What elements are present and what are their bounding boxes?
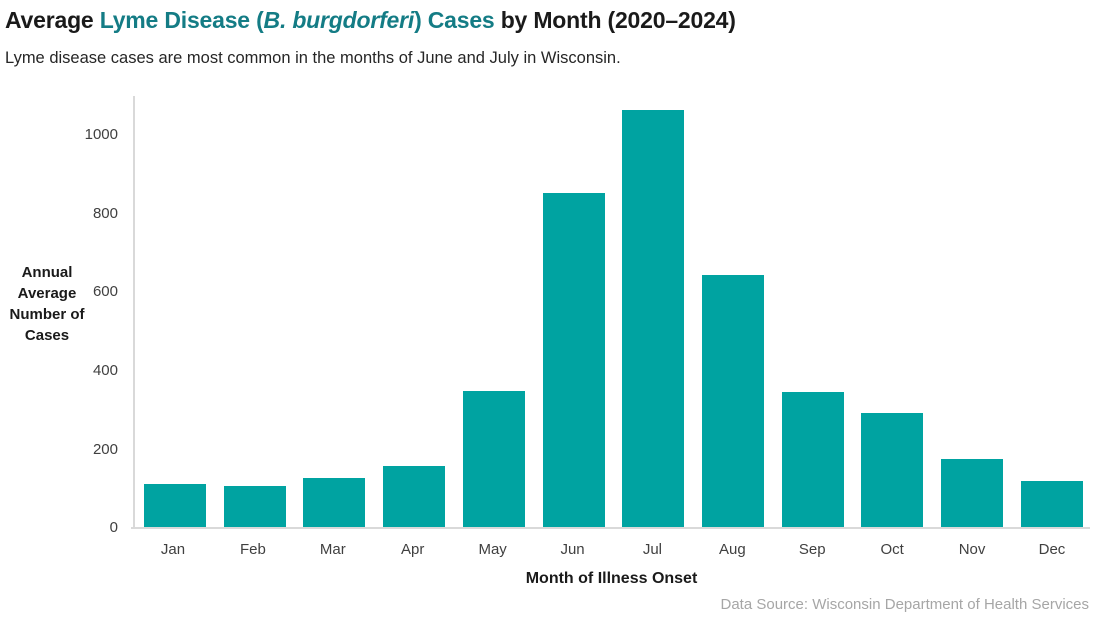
y-tick-label-800: 800 [92,204,118,222]
y-axis-title-line: Number of [9,306,85,323]
x-tick-label-jan: Jan [160,541,186,558]
x-tick-label-jun: Jun [560,541,585,558]
y-tick-label-600: 600 [92,283,118,301]
title-suffix: by Month (2020–2024) [494,7,736,33]
bar-jul [622,110,685,528]
y-axis-title: Annual Average Number of Cases [0,262,94,346]
bar-jan [144,483,206,528]
x-tick-label-mar: Mar [319,541,346,558]
x-axis-line [131,527,1090,529]
x-tick-label-may: May [478,541,507,558]
y-axis-title-line: Cases [24,327,70,344]
x-tick-label-jul: Jul [642,541,663,558]
bar-nov [941,459,1004,528]
bar-apr [383,465,446,528]
bar-feb [223,486,286,528]
x-tick-label-apr: Apr [401,541,425,558]
data-source-note: Data Source: Wisconsin Department of Hea… [720,596,1090,613]
bar-sep [781,392,844,528]
title-prefix: Average [5,7,100,33]
x-tick-label-dec: Dec [1038,541,1066,558]
bar-jun [542,193,605,528]
bar-dec [1020,480,1083,528]
x-axis-tick-labels: Jan Feb Mar Apr May Jun Jul Aug Sep Oct Nov Dec [133,541,1090,558]
title-accent-after-italic: ) Cases [414,7,495,33]
chart-title: Average Lyme Disease (B. burgdorferi) Ca… [5,7,736,34]
x-tick-label-aug: Aug [718,541,746,558]
y-axis-tick-labels: 0 200 400 600 800 1000 [0,0,118,619]
title-accent-before-italic: Lyme Disease ( [99,7,264,33]
x-axis-title: Month of Illness Onset [525,570,698,587]
x-tick-label-feb: Feb [239,541,266,558]
bars [135,96,1090,528]
y-tick-label-200: 200 [92,440,118,458]
bar-may [462,390,525,528]
bar-mar [303,477,366,528]
y-tick-label-1000: 1000 [84,126,118,144]
bar-aug [702,275,765,528]
x-tick-label-sep: Sep [798,541,826,558]
bar-oct [861,413,924,528]
y-axis-title-line: Average [17,285,77,302]
y-axis-title-line: Annual [21,264,73,281]
plot-area [133,96,1090,528]
y-tick-label-0: 0 [109,519,118,536]
title-accent-italic: B. burgdorferi [263,7,415,33]
y-tick-label-400: 400 [92,361,118,379]
x-tick-label-nov: Nov [958,541,986,558]
chart-subtitle: Lyme disease cases are most common in th… [5,49,621,67]
x-tick-label-oct: Oct [880,541,904,558]
